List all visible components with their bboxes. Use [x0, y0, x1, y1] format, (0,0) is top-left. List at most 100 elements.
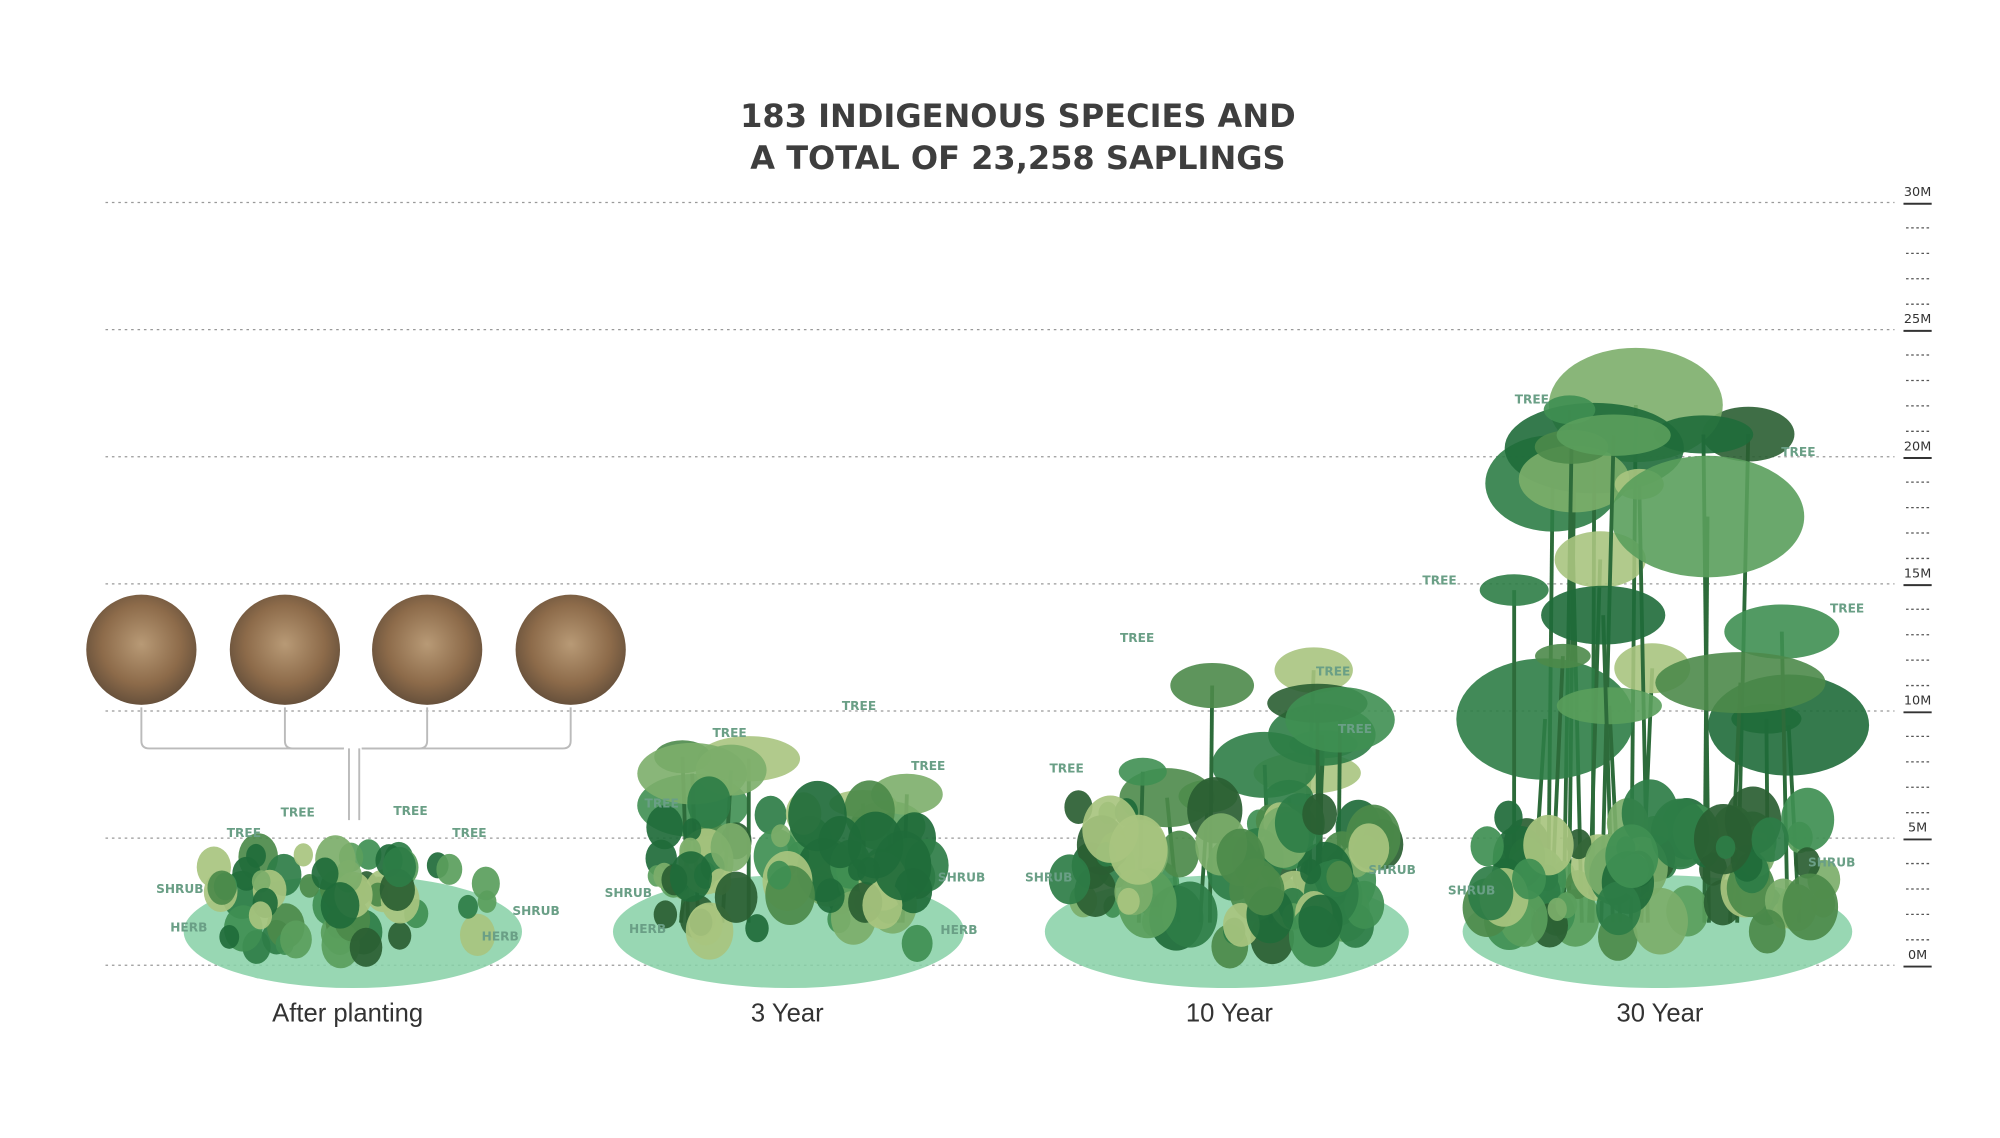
canopy [1610, 455, 1805, 578]
leaf [1715, 835, 1736, 860]
leaf [1751, 817, 1789, 863]
title-line: 183 INDIGENOUS SPECIES AND [740, 97, 1296, 135]
scale-label: 30M [1904, 185, 1931, 200]
plant-label: SHRUB [1025, 871, 1072, 885]
leaf [1547, 897, 1567, 921]
leaf [1216, 828, 1265, 887]
connector [283, 707, 344, 750]
plant-label: TREE [281, 805, 315, 819]
leaf [901, 924, 933, 962]
stage-label: 3 Year [751, 999, 824, 1027]
connector [361, 707, 572, 750]
canopy [1543, 395, 1596, 425]
plant-label: SHRUB [938, 871, 985, 885]
leaf [311, 857, 339, 890]
scale-label: 0M [1908, 948, 1927, 963]
leaf [293, 843, 313, 867]
plant-label: HERB [940, 923, 977, 937]
leaf [382, 846, 417, 888]
leaf [688, 904, 723, 946]
canopy [1724, 604, 1840, 659]
stage-label: After planting [272, 999, 423, 1027]
leaf [349, 927, 383, 967]
leaf [1748, 909, 1786, 954]
scale-label: 25M [1904, 312, 1931, 327]
leaf [1300, 858, 1322, 885]
leaf [246, 843, 266, 868]
leaf [767, 860, 792, 890]
canopy [1285, 686, 1395, 753]
leaf [1302, 793, 1338, 836]
leaf [818, 816, 862, 869]
leaf [471, 866, 500, 901]
plant-label: TREE [1316, 664, 1350, 678]
connector [361, 707, 429, 750]
leaf [1468, 866, 1514, 921]
canopy [1170, 662, 1255, 709]
leaf [1596, 881, 1641, 936]
leaf [815, 878, 845, 913]
leaf [1298, 894, 1343, 948]
canopy [1655, 652, 1826, 714]
leaf [1512, 858, 1546, 900]
leaf [646, 805, 684, 850]
leaf [710, 822, 752, 872]
leaf [1782, 873, 1839, 941]
leaf [1109, 814, 1168, 885]
leaf [280, 920, 312, 959]
leaf [682, 818, 702, 841]
plant-label: TREE [712, 726, 746, 740]
canopy [1556, 687, 1662, 725]
leaf [1605, 824, 1659, 889]
plant-label: TREE [227, 826, 261, 840]
plant-label: SHRUB [1368, 863, 1415, 877]
plant-label: SHRUB [512, 904, 559, 918]
leaf [1781, 787, 1835, 852]
plant-label: TREE [1830, 602, 1864, 616]
plant-label: TREE [911, 759, 945, 773]
leaf [873, 830, 932, 901]
leaf [1470, 826, 1504, 867]
photo [372, 594, 483, 705]
leaf [1159, 830, 1199, 878]
photo [515, 594, 626, 705]
plant-label: TREE [1050, 762, 1084, 776]
photo [86, 594, 197, 705]
connector [140, 707, 344, 750]
leaf [458, 894, 478, 919]
title-line: A TOTAL OF 23,258 SAPLINGS [750, 139, 1285, 177]
plant-label: SHRUB [1448, 884, 1495, 898]
canopy [1556, 414, 1671, 456]
leaf [459, 913, 496, 957]
leaf [219, 924, 240, 949]
canopy [1653, 415, 1754, 454]
leaf [1326, 860, 1353, 893]
scale-label: 15M [1904, 566, 1931, 581]
leaf [436, 853, 463, 885]
scale-label: 5M [1908, 821, 1927, 836]
scale-label: 20M [1904, 439, 1931, 454]
leaf [653, 900, 678, 929]
plant-label: TREE [1515, 393, 1549, 407]
leaf [388, 921, 412, 950]
leaf [1794, 847, 1821, 879]
leaf [687, 776, 731, 829]
plant-label: SHRUB [605, 886, 652, 900]
leaf [771, 824, 791, 848]
connector [348, 748, 361, 821]
canopy [1274, 647, 1353, 693]
leaf [745, 914, 769, 943]
leaf [1348, 823, 1390, 873]
plant-label: TREE [1422, 573, 1456, 587]
leaf [248, 901, 273, 930]
leaf [1117, 887, 1140, 915]
leaf [477, 890, 497, 913]
leaf [1523, 814, 1574, 876]
scale-label: 10M [1904, 694, 1931, 709]
canopy [1479, 574, 1549, 606]
leaf [207, 870, 237, 905]
leaf [1650, 798, 1710, 870]
plant-label: SHRUB [156, 882, 203, 896]
